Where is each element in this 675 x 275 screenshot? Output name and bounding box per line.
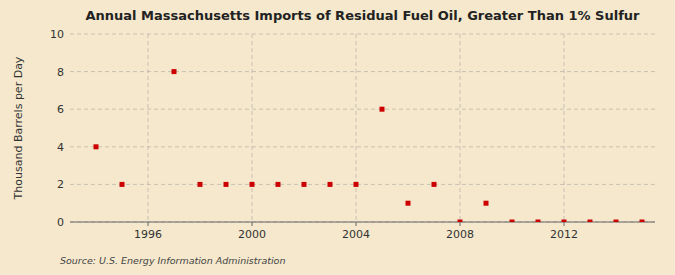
y-tick-label: 6	[57, 103, 64, 116]
point	[588, 220, 593, 223]
x-tick	[252, 222, 253, 226]
point	[328, 182, 333, 187]
x-grid-line	[564, 34, 565, 222]
y-grid-line	[70, 34, 655, 35]
x-tick-label: 1996	[134, 228, 162, 241]
point	[562, 220, 567, 223]
x-grid-line	[356, 34, 357, 222]
y-tick-label: 0	[57, 216, 64, 229]
page: {"chart_data": {"type": "scatter", "titl…	[0, 0, 675, 275]
x-axis-line	[70, 222, 655, 223]
point	[510, 220, 515, 223]
x-tick	[460, 222, 461, 226]
y-grid-line	[70, 109, 655, 110]
point	[354, 182, 359, 187]
point	[120, 182, 125, 187]
y-grid-line	[70, 71, 655, 72]
point	[224, 182, 229, 187]
point	[458, 220, 463, 223]
x-tick	[356, 222, 357, 226]
chart: 0 2 4 6 8 10 1996 2000 2004 2008 2012 Annual Massac…	[0, 0, 675, 275]
point	[640, 220, 645, 223]
y-axis-label: Thousand Barrels per Day	[12, 56, 25, 200]
x-tick-label: 2000	[238, 228, 266, 241]
background	[0, 0, 675, 275]
point	[614, 220, 619, 223]
chart-container: 0 2 4 6 8 10 1996 2000 2004 2008 2012 Annual Massac…	[0, 0, 675, 275]
source-note: Source: U.S. Energy Information Administ…	[60, 255, 285, 266]
points	[94, 69, 645, 222]
point	[536, 220, 541, 223]
point	[380, 107, 385, 112]
title: Annual Massachusetts Imports of Residual…	[86, 8, 641, 23]
point	[172, 69, 177, 74]
point	[432, 182, 437, 187]
x-tick-label: 2004	[342, 228, 370, 241]
y-grid-line	[70, 146, 655, 147]
x-tick	[148, 222, 149, 226]
y-grid-line	[70, 222, 655, 223]
x-tick	[564, 222, 565, 226]
y-grid-line	[70, 184, 655, 185]
x-tick-label: 2008	[446, 228, 474, 241]
point	[302, 182, 307, 187]
point	[94, 144, 99, 149]
point	[406, 201, 411, 206]
y-tick-label: 2	[57, 178, 64, 191]
point	[250, 182, 255, 187]
y-tick-label: 10	[50, 28, 64, 41]
x-grid-line	[460, 34, 461, 222]
y-tick-label: 8	[57, 66, 64, 79]
x-grid-line	[148, 34, 149, 222]
point	[276, 182, 281, 187]
x-tick-label: 2012	[550, 228, 578, 241]
y-tick-label: 4	[57, 141, 64, 154]
point	[484, 201, 489, 206]
x-grid-line	[252, 34, 253, 222]
point	[198, 182, 203, 187]
